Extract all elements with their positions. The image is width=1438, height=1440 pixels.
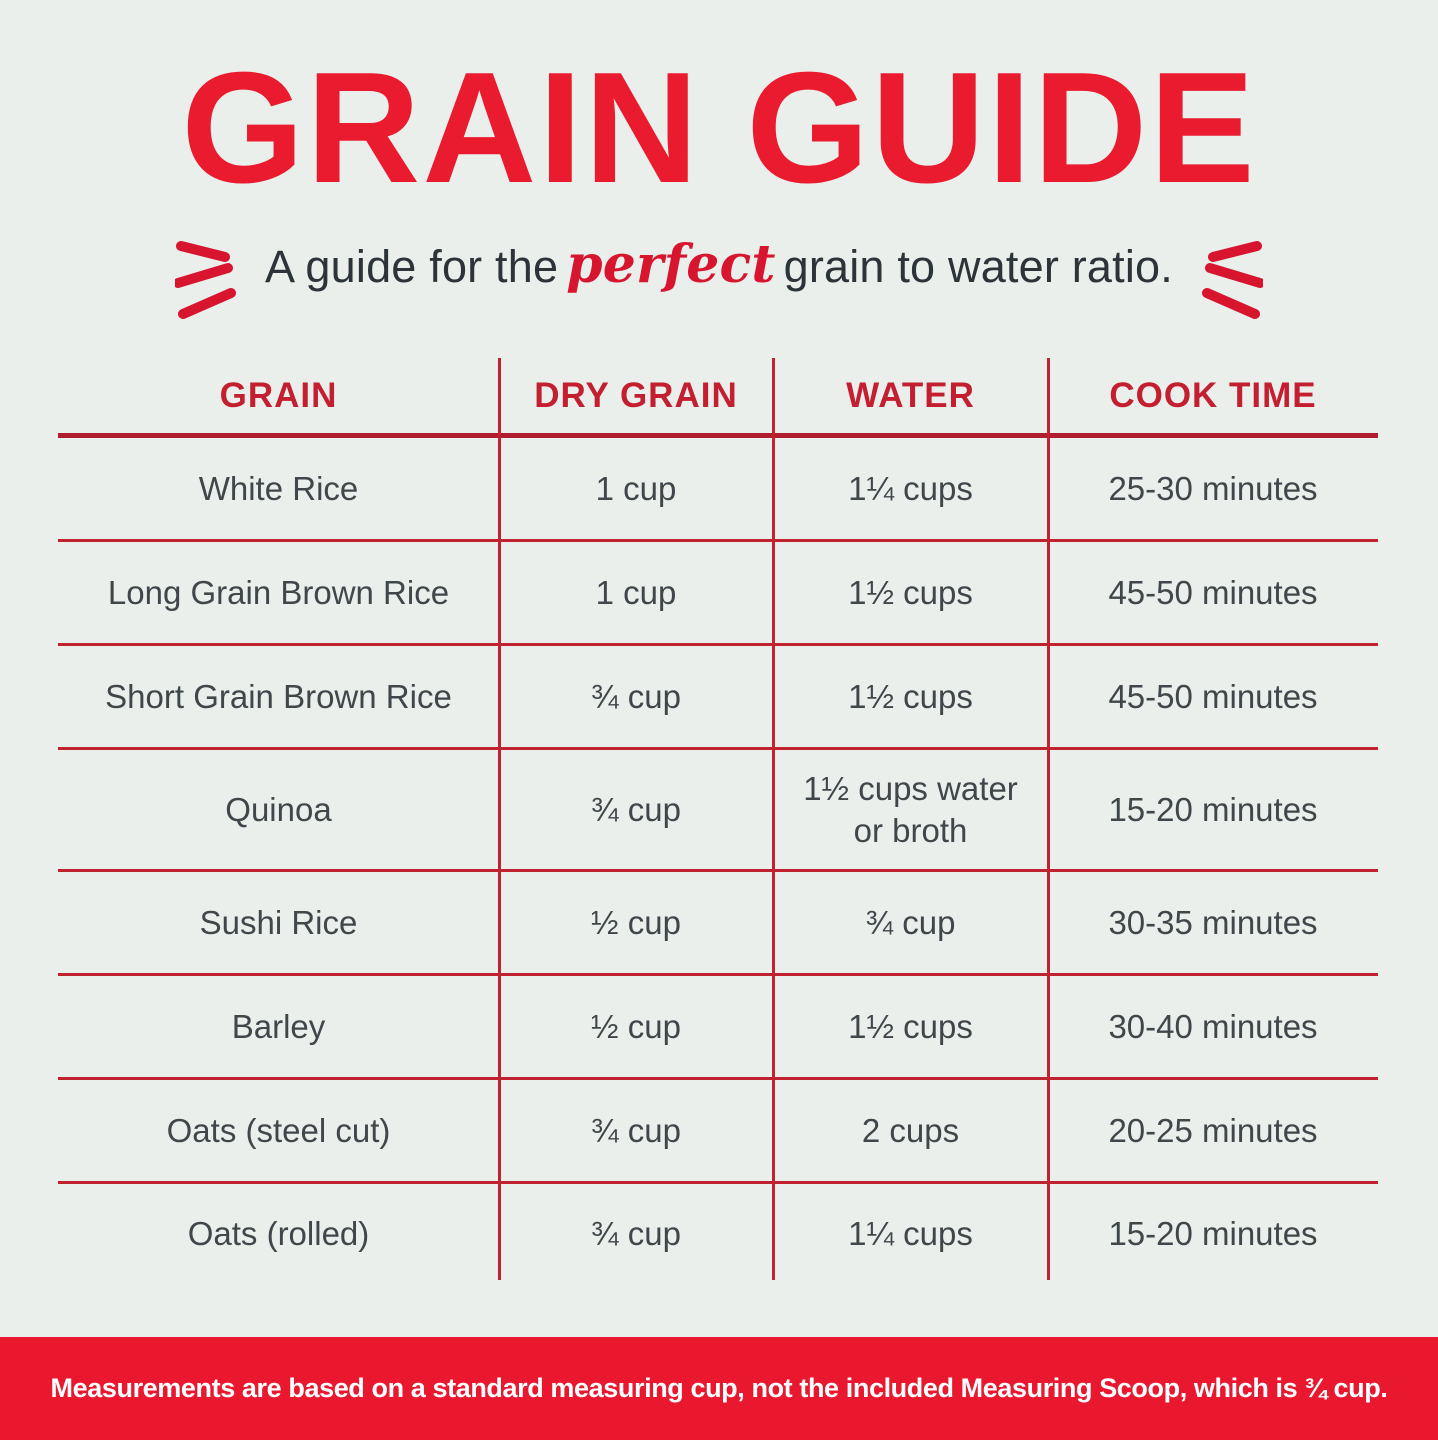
water-amount: 1½ cups	[848, 1007, 973, 1045]
grain-name: Short Grain Brown Rice	[105, 677, 452, 715]
water-amount: 1½ cups	[848, 573, 973, 611]
emphasis-dashes-right-icon	[1201, 241, 1263, 319]
table-row: Short Grain Brown Rice ¾ cup 1½ cups 45-…	[58, 646, 1378, 750]
cook-time: 45-50 minutes	[1108, 573, 1318, 611]
header-grain: GRAIN	[219, 375, 338, 415]
dry-grain-amount: ½ cup	[591, 1007, 681, 1045]
grain-name: White Rice	[198, 469, 359, 507]
grain-name: Oats (rolled)	[187, 1215, 370, 1253]
header-dry-grain: DRY GRAIN	[534, 375, 738, 415]
grain-name: Long Grain Brown Rice	[107, 573, 450, 611]
grain-name: Quinoa	[225, 790, 332, 828]
table-row: Oats (rolled) ¾ cup 1¼ cups 15-20 minute…	[58, 1184, 1378, 1284]
column-divider	[498, 358, 501, 1280]
dry-grain-amount: 1 cup	[595, 573, 677, 611]
table-row: White Rice 1 cup 1¼ cups 25-30 minutes	[58, 438, 1378, 542]
table-row: Sushi Rice ½ cup ¾ cup 30-35 minutes	[58, 872, 1378, 976]
dry-grain-amount: ½ cup	[591, 903, 681, 941]
dry-grain-amount: ¾ cup	[591, 677, 681, 715]
grain-name: Oats (steel cut)	[166, 1111, 391, 1149]
table-row: Quinoa ¾ cup 1½ cups water or broth 15-2…	[58, 750, 1378, 872]
water-amount: ¾ cup	[865, 903, 956, 941]
subtitle-row: A guide for the perfect grain to water rat…	[0, 222, 1438, 319]
cook-time: 20-25 minutes	[1108, 1111, 1318, 1149]
header-water: WATER	[846, 375, 975, 415]
table-header-row: GRAIN DRY GRAIN WATER COOK TIME	[58, 358, 1378, 438]
subtitle: A guide for the perfect grain to water rat…	[265, 234, 1173, 295]
cook-time: 30-40 minutes	[1108, 1007, 1318, 1045]
dry-grain-amount: ¾ cup	[591, 1215, 681, 1253]
subtitle-highlight: perfect	[566, 233, 776, 295]
column-divider	[1047, 358, 1050, 1280]
emphasis-dashes-left-icon	[175, 241, 236, 319]
table-row: Oats (steel cut) ¾ cup 2 cups 20-25 minu…	[58, 1080, 1378, 1184]
water-amount: 2 cups	[861, 1111, 960, 1149]
cook-time: 30-35 minutes	[1108, 903, 1318, 941]
cook-time: 45-50 minutes	[1108, 677, 1318, 715]
cook-time: 25-30 minutes	[1108, 469, 1318, 507]
water-amount: 1¼ cups	[848, 469, 973, 507]
dry-grain-amount: 1 cup	[595, 469, 677, 507]
water-amount: 1½ cups water or broth	[803, 770, 1018, 849]
subtitle-suffix: grain to water ratio.	[783, 240, 1173, 292]
table-row: Barley ½ cup 1½ cups 30-40 minutes	[58, 976, 1378, 1080]
subtitle-prefix: A guide for the	[265, 240, 559, 292]
page-title: GRAIN GUIDE	[181, 40, 1257, 216]
dry-grain-amount: ¾ cup	[591, 790, 681, 828]
footer-banner: Measurements are based on a standard mea…	[0, 1337, 1438, 1440]
cook-time: 15-20 minutes	[1108, 1215, 1318, 1253]
column-divider	[772, 358, 775, 1280]
measurement-note: Measurements are based on a standard mea…	[50, 1373, 1388, 1403]
header-cook-time: COOK TIME	[1109, 375, 1317, 415]
grain-name: Barley	[231, 1007, 326, 1045]
water-amount: 1¼ cups	[848, 1215, 973, 1253]
grain-table: GRAIN DRY GRAIN WATER COOK TIME White Ri…	[58, 358, 1378, 1280]
table-row: Long Grain Brown Rice 1 cup 1½ cups 45-5…	[58, 542, 1378, 646]
grain-name: Sushi Rice	[199, 903, 358, 941]
water-amount: 1½ cups	[848, 677, 973, 715]
dry-grain-amount: ¾ cup	[591, 1111, 681, 1149]
cook-time: 15-20 minutes	[1108, 790, 1318, 828]
